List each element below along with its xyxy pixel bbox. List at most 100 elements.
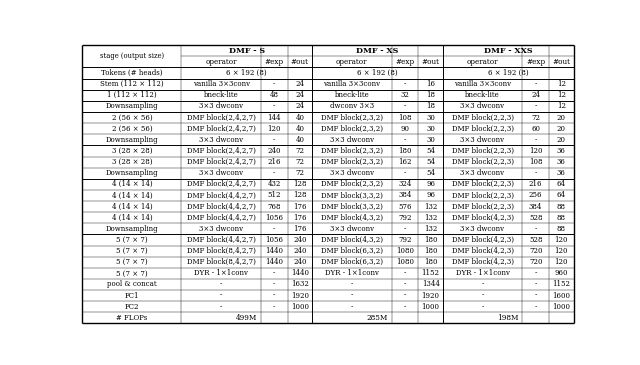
Text: DMF block(2,4,2,7): DMF block(2,4,2,7) xyxy=(187,158,255,166)
Text: 384: 384 xyxy=(529,203,542,211)
Text: 108: 108 xyxy=(529,158,543,166)
Text: 72: 72 xyxy=(296,158,305,166)
Text: 12: 12 xyxy=(557,80,566,88)
Text: 88: 88 xyxy=(557,225,566,233)
Text: -: - xyxy=(404,80,406,88)
Text: 30: 30 xyxy=(426,136,435,144)
Text: 24: 24 xyxy=(296,91,305,99)
Text: -: - xyxy=(404,303,406,311)
Text: 20: 20 xyxy=(557,125,566,132)
Text: 88: 88 xyxy=(557,203,566,211)
Text: 120: 120 xyxy=(554,258,568,266)
Text: 180: 180 xyxy=(424,247,437,255)
Text: 3×3 dwconv: 3×3 dwconv xyxy=(330,225,374,233)
Text: 216: 216 xyxy=(529,180,543,188)
Text: 3×3 dwconv: 3×3 dwconv xyxy=(460,169,504,177)
Text: 132: 132 xyxy=(424,203,437,211)
Text: 64: 64 xyxy=(557,192,566,199)
Text: 180: 180 xyxy=(398,147,412,155)
Text: 3×3 dwconv: 3×3 dwconv xyxy=(199,103,243,111)
Text: Downsampling: Downsampling xyxy=(106,136,158,144)
Text: -: - xyxy=(273,292,275,300)
Text: 3×3 dwconv: 3×3 dwconv xyxy=(199,136,243,144)
Text: 176: 176 xyxy=(293,214,307,222)
Text: 36: 36 xyxy=(557,169,566,177)
Text: DMF block(6,3,2): DMF block(6,3,2) xyxy=(321,258,383,266)
Text: DMF block(2,2,3): DMF block(2,2,3) xyxy=(451,125,513,132)
Text: DMF block(6,3,2): DMF block(6,3,2) xyxy=(321,247,383,255)
Text: DMF block(8,4,2,7): DMF block(8,4,2,7) xyxy=(187,258,255,266)
Text: 54: 54 xyxy=(426,147,435,155)
Text: 720: 720 xyxy=(529,247,543,255)
Text: 4 (14 × 14): 4 (14 × 14) xyxy=(111,203,152,211)
Text: #exp: #exp xyxy=(265,58,284,66)
Text: -: - xyxy=(534,169,537,177)
Text: 18: 18 xyxy=(426,91,435,99)
Text: DMF block(2,3,2): DMF block(2,3,2) xyxy=(321,158,383,166)
Text: 5 (7 × 7): 5 (7 × 7) xyxy=(116,258,148,266)
Text: 792: 792 xyxy=(398,214,412,222)
Text: 3×3 dwconv: 3×3 dwconv xyxy=(199,225,243,233)
Text: bneck-lite: bneck-lite xyxy=(204,91,239,99)
Text: 1080: 1080 xyxy=(396,258,414,266)
Text: -: - xyxy=(534,269,537,277)
Text: 64: 64 xyxy=(557,180,566,188)
Text: DMF block(4,4,2,7): DMF block(4,4,2,7) xyxy=(187,236,255,244)
Text: 3 (28 × 28): 3 (28 × 28) xyxy=(112,158,152,166)
Text: 528: 528 xyxy=(529,214,543,222)
Text: 768: 768 xyxy=(268,203,281,211)
Text: 6 × 192 (8): 6 × 192 (8) xyxy=(488,69,529,77)
Text: 240: 240 xyxy=(293,247,307,255)
Text: FC2: FC2 xyxy=(125,303,140,311)
Text: Tokens (# heads): Tokens (# heads) xyxy=(101,69,163,77)
Text: -: - xyxy=(220,303,222,311)
Text: 16: 16 xyxy=(426,80,435,88)
Text: FC1: FC1 xyxy=(125,292,140,300)
Text: DMF block(2,4,2,7): DMF block(2,4,2,7) xyxy=(187,180,255,188)
Text: -: - xyxy=(534,136,537,144)
Text: 3×3 dwconv: 3×3 dwconv xyxy=(330,169,374,177)
Text: 72: 72 xyxy=(296,169,305,177)
Text: DMF block(2,4,2,7): DMF block(2,4,2,7) xyxy=(187,147,255,155)
Text: 4 (14 × 14): 4 (14 × 14) xyxy=(111,192,152,199)
Text: DMF - XXS: DMF - XXS xyxy=(484,47,532,55)
Text: 180: 180 xyxy=(424,236,437,244)
Text: 1600: 1600 xyxy=(552,292,570,300)
Text: 30: 30 xyxy=(426,125,435,132)
Text: -: - xyxy=(534,225,537,233)
Text: 72: 72 xyxy=(531,114,540,122)
Text: Downsampling: Downsampling xyxy=(106,169,158,177)
Text: 3×3 dwconv: 3×3 dwconv xyxy=(460,103,504,111)
Text: -: - xyxy=(273,303,275,311)
Text: DMF block(4,3,2): DMF block(4,3,2) xyxy=(321,236,383,244)
Text: 4 (14 × 14): 4 (14 × 14) xyxy=(111,214,152,222)
Text: -: - xyxy=(273,280,275,288)
Text: 128: 128 xyxy=(293,192,307,199)
Text: Stem (112 × 112): Stem (112 × 112) xyxy=(100,80,164,88)
Text: 108: 108 xyxy=(398,114,412,122)
Text: 3×3 dwconv: 3×3 dwconv xyxy=(330,136,374,144)
Text: 240: 240 xyxy=(293,258,307,266)
Text: 1440: 1440 xyxy=(291,269,309,277)
Text: 120: 120 xyxy=(554,236,568,244)
Text: 88: 88 xyxy=(557,214,566,222)
Text: DMF block(2,2,3): DMF block(2,2,3) xyxy=(451,147,513,155)
Text: DMF block(3,3,2): DMF block(3,3,2) xyxy=(321,192,383,199)
Text: 285M: 285M xyxy=(367,314,388,322)
Text: 1920: 1920 xyxy=(422,292,440,300)
Text: 792: 792 xyxy=(398,236,412,244)
Text: 36: 36 xyxy=(557,147,566,155)
Text: -: - xyxy=(481,292,484,300)
Text: -: - xyxy=(351,292,353,300)
Text: 3×3 dwconv: 3×3 dwconv xyxy=(460,225,504,233)
Text: -: - xyxy=(404,269,406,277)
Text: 1440: 1440 xyxy=(265,258,284,266)
Text: DMF block(4,4,2,7): DMF block(4,4,2,7) xyxy=(187,203,255,211)
Text: Downsampling: Downsampling xyxy=(106,225,158,233)
Text: pool & concat: pool & concat xyxy=(107,280,157,288)
Text: 54: 54 xyxy=(426,158,435,166)
Text: DMF block(2,3,2): DMF block(2,3,2) xyxy=(321,147,383,155)
Text: 384: 384 xyxy=(398,192,412,199)
Text: -: - xyxy=(273,269,275,277)
Text: -: - xyxy=(273,103,275,111)
